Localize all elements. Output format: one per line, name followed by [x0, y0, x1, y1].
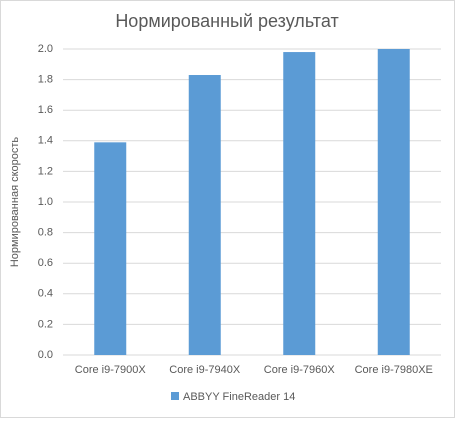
x-tick-label: Core i9-7900X — [75, 364, 147, 376]
chart-title: Нормированный результат — [115, 11, 338, 31]
y-tick-label: 1.6 — [38, 104, 53, 116]
y-tick-label: 1.0 — [38, 196, 53, 208]
y-tick-label: 1.8 — [38, 74, 53, 86]
y-tick-label: 0.2 — [38, 318, 53, 330]
y-tick-label: 1.4 — [38, 135, 53, 147]
y-tick-label: 0.0 — [38, 349, 53, 361]
y-axis-label: Нормированная скорость — [9, 137, 21, 268]
y-tick-label: 2.0 — [38, 43, 53, 55]
bar — [94, 142, 127, 355]
bar — [188, 75, 221, 355]
bar — [377, 49, 410, 355]
y-tick-label: 0.4 — [38, 288, 53, 300]
y-tick-label: 0.6 — [38, 257, 53, 269]
y-tick-label: 0.8 — [38, 227, 53, 239]
y-tick-label: 1.2 — [38, 165, 53, 177]
bar — [283, 52, 316, 356]
x-tick-label: Core i9-7960X — [264, 364, 336, 376]
x-tick-label: Core i9-7980XE — [355, 364, 433, 376]
legend-swatch — [171, 392, 179, 400]
legend-label: ABBYY FineReader 14 — [183, 391, 295, 403]
x-tick-label: Core i9-7940X — [169, 364, 241, 376]
